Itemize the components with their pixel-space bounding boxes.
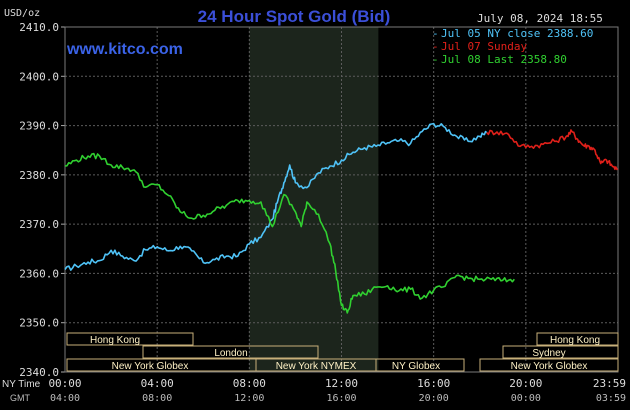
- x-tick-label-ny: 08:00: [233, 377, 266, 390]
- y-tick-label: 2360.0: [19, 267, 59, 280]
- session-london-label: London: [214, 348, 247, 359]
- y-tick-label: 2400.0: [19, 70, 59, 83]
- gmt-label: GMT: [10, 393, 30, 403]
- legend-marker-3: -: [432, 53, 439, 66]
- x-tick-label-gmt: 12:00: [234, 393, 264, 404]
- session-new-york-globex-2: [479, 358, 619, 372]
- x-tick-label-ny: 20:00: [509, 377, 542, 390]
- legend-item-2: Jul 07 Sunday: [441, 40, 527, 53]
- session-new-york-nymex-label: New York NYMEX: [276, 361, 357, 372]
- unit-label: USD/oz: [4, 8, 40, 19]
- legend-marker-1: -: [432, 27, 439, 40]
- session-sydney-label: Sydney: [532, 348, 565, 359]
- chart-datetime: July 08, 2024 18:55: [477, 12, 603, 25]
- x-tick-label-gmt: 00:00: [511, 393, 541, 404]
- session-hong-kong-1-label: Hong Kong: [90, 335, 140, 346]
- y-tick-label: 2350.0: [19, 317, 59, 330]
- x-tick-label-gmt: 20:00: [419, 393, 449, 404]
- session-sydney: [502, 345, 619, 359]
- x-tick-label-gmt: 08:00: [142, 393, 172, 404]
- plot-frame: [64, 26, 619, 373]
- legend-item-3: Jul 08 Last 2358.80: [441, 53, 567, 66]
- y-tick-label: 2340.0: [19, 366, 59, 379]
- y-axis-tick-labels: 2410.0 2400.0 2390.0 2380.0 2370.0 2360.0 2350…: [19, 21, 59, 379]
- y-tick-label: 2380.0: [19, 169, 59, 182]
- series-line: [64, 122, 488, 271]
- session-new-york-globex-2-label: New York Globex: [511, 361, 588, 372]
- session-ny-globex: [375, 358, 465, 372]
- series-layer: [64, 122, 619, 314]
- ny-time-label: NY Time: [2, 379, 41, 390]
- session-ny-globex-label: NY Globex: [392, 361, 440, 372]
- series-line: [64, 152, 515, 314]
- x-tick-label-gmt: 04:00: [50, 393, 80, 404]
- x-tick-label-gmt: 16:00: [326, 393, 356, 404]
- legend-markers: - - -: [432, 27, 439, 66]
- legend-item-1: Jul 05 NY close 2388.60: [441, 27, 593, 40]
- legend-marker-2: -: [432, 40, 439, 53]
- x-axis-tick-labels: 00:00 04:00 08:00 12:00 16:00 20:00 23:59 04:00…: [48, 377, 626, 404]
- chart-title: 24 Hour Spot Gold (Bid): [198, 7, 391, 26]
- x-tick-label-ny: 12:00: [325, 377, 358, 390]
- y-tick-label: 2370.0: [19, 218, 59, 231]
- x-tick-label-ny: 00:00: [48, 377, 81, 390]
- x-tick-label-ny: 04:00: [141, 377, 174, 390]
- x-tick-label-gmt: 03:59: [596, 393, 626, 404]
- legend: Jul 05 NY close 2388.60 Jul 07 Sunday Ju…: [441, 27, 593, 66]
- y-tick-label: 2390.0: [19, 120, 59, 133]
- shaded-region: [249, 27, 379, 372]
- series-line: [486, 129, 619, 171]
- session-hong-kong-2: [536, 332, 619, 346]
- session-london: [142, 345, 319, 359]
- site-watermark: www.kitco.com: [66, 41, 183, 58]
- session-bar: Hong Kong London New York Globex New Yor…: [66, 332, 619, 372]
- x-tick-label-ny: 16:00: [417, 377, 450, 390]
- y-tick-label: 2410.0: [19, 21, 59, 34]
- x-tick-label-ny: 23:59: [593, 377, 626, 390]
- session-new-york-globex-1-label: New York Globex: [112, 361, 189, 372]
- session-hong-kong-1: [66, 332, 194, 346]
- session-hong-kong-2-label: Hong Kong: [550, 335, 600, 346]
